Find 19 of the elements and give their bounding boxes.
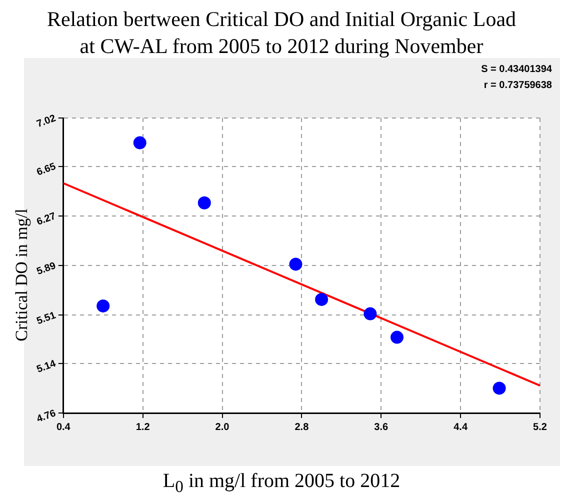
x-axis-title: L$_{0}$ in mg/l from 2005 to 2012 bbox=[162, 470, 402, 497]
y-tick-label: 6.27 bbox=[35, 210, 58, 228]
x-tick-label: 0.4 bbox=[56, 422, 71, 433]
y-tick-label: 7.02 bbox=[35, 112, 58, 130]
x-tick-label: 5.2 bbox=[533, 422, 548, 433]
text: S = 0.43401394 bbox=[481, 64, 552, 75]
x-tick-label: 3.6 bbox=[374, 422, 389, 433]
x-tick-label: 2.8 bbox=[294, 422, 310, 433]
x-tick-label: 2.0 bbox=[215, 422, 230, 433]
y-tick-label: 5.14 bbox=[35, 358, 58, 376]
chart-title: Relation bertween Critical DO and Initial Organic Load at CW-AL from 2005 to 2012 during November bbox=[46, 6, 518, 60]
y-tick-label: 5.89 bbox=[35, 260, 58, 278]
x-tick-label: 1.2 bbox=[136, 422, 150, 433]
text: r = 0.73759638 bbox=[484, 80, 552, 91]
y-tick-label: 6.65 bbox=[35, 161, 58, 178]
y-axis-title: Critical DO in mg/l bbox=[12, 208, 32, 344]
y-tick-label: 5.51 bbox=[35, 310, 58, 328]
y-tick-label: 4.76 bbox=[35, 408, 58, 426]
x-tick-label: 4.4 bbox=[454, 422, 468, 433]
